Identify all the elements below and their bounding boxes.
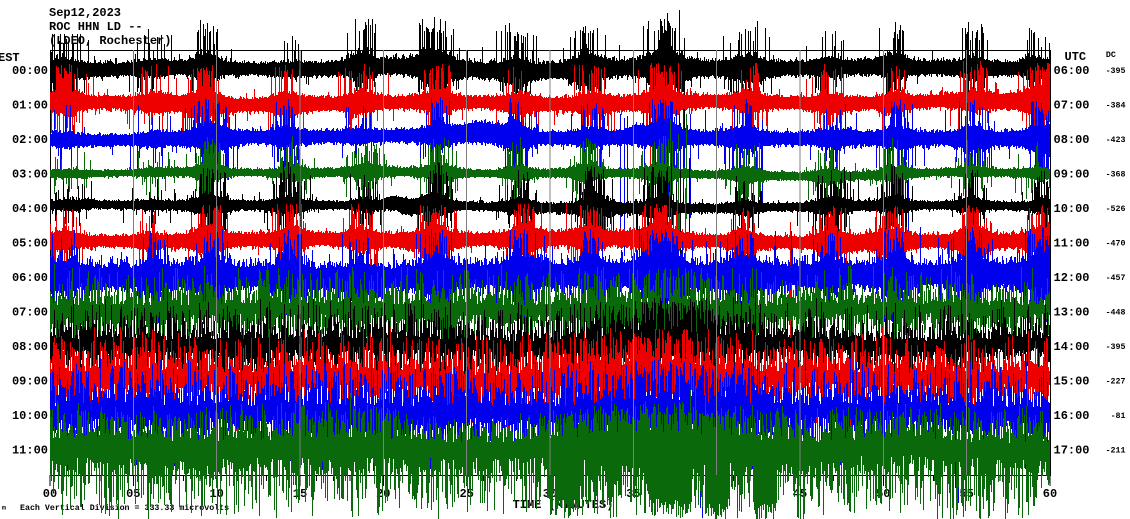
svg-text:-448: -448 — [1106, 309, 1126, 318]
svg-text:-470: -470 — [1106, 240, 1126, 249]
svg-text:10:00: 10:00 — [12, 409, 48, 423]
svg-text:13:00: 13:00 — [1054, 306, 1090, 320]
svg-text:00:00: 00:00 — [12, 64, 48, 78]
svg-text:06:00: 06:00 — [1054, 64, 1090, 78]
svg-text:-227: -227 — [1106, 378, 1126, 387]
svg-text:-423: -423 — [1106, 136, 1126, 145]
svg-text:-81: -81 — [1111, 412, 1126, 421]
svg-text:16:00: 16:00 — [1054, 409, 1090, 423]
svg-text:UTC: UTC — [1065, 50, 1087, 64]
svg-text:10: 10 — [209, 487, 223, 501]
svg-text:Sep12,2023: Sep12,2023 — [49, 6, 121, 20]
svg-text:-395: -395 — [1106, 67, 1126, 76]
svg-text:TIME (MINUTES): TIME (MINUTES) — [513, 498, 614, 512]
svg-text:06:00: 06:00 — [12, 271, 48, 285]
svg-text:14:00: 14:00 — [1054, 340, 1090, 354]
svg-text:09:00: 09:00 — [1054, 168, 1090, 182]
svg-text:EST: EST — [0, 51, 20, 65]
svg-text:00: 00 — [43, 487, 57, 501]
svg-text:-395: -395 — [1106, 343, 1126, 352]
svg-text:07:00: 07:00 — [1054, 99, 1090, 113]
svg-text:60: 60 — [1043, 487, 1057, 501]
svg-text:05: 05 — [126, 487, 140, 501]
svg-text:11:00: 11:00 — [12, 444, 48, 458]
svg-text:15:00: 15:00 — [1054, 375, 1090, 389]
svg-text:12:00: 12:00 — [1054, 271, 1090, 285]
svg-text:-384: -384 — [1106, 102, 1126, 111]
svg-text:17:00: 17:00 — [1054, 444, 1090, 458]
svg-text:05:00: 05:00 — [12, 237, 48, 251]
svg-text:-457: -457 — [1106, 274, 1126, 283]
svg-text:04:00: 04:00 — [12, 202, 48, 216]
svg-text:02:00: 02:00 — [12, 133, 48, 147]
svg-text:07:00: 07:00 — [12, 306, 48, 320]
svg-text:08:00: 08:00 — [12, 340, 48, 354]
svg-text:(LDEO, Rochester): (LDEO, Rochester) — [49, 34, 171, 48]
svg-text:DC: DC — [1106, 51, 1116, 60]
svg-text:-368: -368 — [1106, 171, 1126, 180]
svg-text:ROC HHN LD --: ROC HHN LD -- — [49, 20, 143, 34]
svg-text:01:00: 01:00 — [12, 99, 48, 113]
svg-text:-211: -211 — [1106, 447, 1126, 456]
svg-text:03:00: 03:00 — [12, 168, 48, 182]
svg-text:11:00: 11:00 — [1054, 237, 1090, 251]
svg-text:Each Vertical Division = 333.: Each Vertical Division = 333.33 microvol… — [20, 503, 229, 513]
svg-text:-526: -526 — [1106, 205, 1126, 214]
svg-text:25: 25 — [459, 487, 473, 501]
svg-text:m: m — [2, 505, 6, 512]
svg-text:09:00: 09:00 — [12, 375, 48, 389]
svg-text:10:00: 10:00 — [1054, 202, 1090, 216]
svg-text:08:00: 08:00 — [1054, 133, 1090, 147]
